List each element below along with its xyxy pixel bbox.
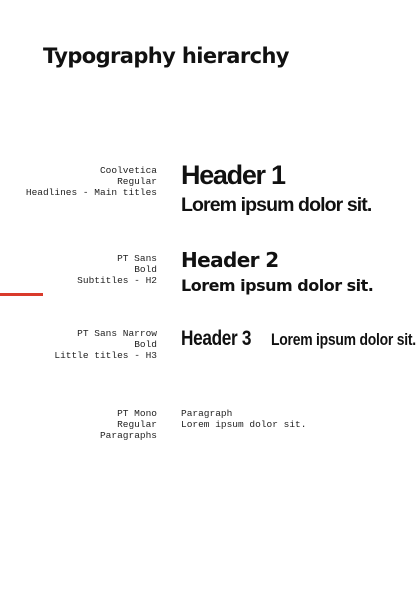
font-name: PT Sans — [117, 253, 157, 264]
sample-text: Lorem ipsum dolor sit. — [181, 419, 307, 430]
type-sample-paragraph: Paragraph Lorem ipsum dolor sit. — [181, 408, 306, 430]
sample-heading: Header 1 — [181, 160, 286, 190]
font-usage: Subtitles - H2 — [77, 275, 157, 286]
font-weight: Bold — [134, 339, 157, 350]
font-weight: Regular — [117, 419, 157, 430]
sample-text: Lorem ipsum dolor sit. — [270, 330, 416, 349]
sample-text: Lorem ipsum dolor sit. — [181, 194, 372, 216]
font-usage: Headlines - Main titles — [25, 187, 157, 198]
accent-rule — [0, 293, 43, 296]
font-weight: Regular — [117, 176, 157, 187]
font-name: Coolvetica — [99, 165, 157, 176]
font-spec-h1: Coolvetica Regular Headlines - Main titl… — [0, 165, 157, 198]
font-spec-h2: PT Sans Bold Subtitles - H2 — [0, 253, 157, 286]
font-name: PT Mono — [117, 408, 157, 419]
sample-heading: Header 3 — [181, 327, 252, 350]
sample-heading: Header 2 — [181, 248, 279, 272]
type-sample-h2: Header 2 Lorem ipsum dolor sit. — [181, 247, 374, 297]
font-spec-paragraph: PT Mono Regular Paragraphs — [0, 408, 157, 441]
font-name: PT Sans Narrow — [77, 328, 157, 339]
font-spec-h3: PT Sans Narrow Bold Little titles - H3 — [0, 328, 157, 361]
font-usage: Little titles - H3 — [54, 350, 157, 361]
sample-text: Lorem ipsum dolor sit. — [181, 276, 374, 295]
type-sample-h1: Header 1 Lorem ipsum dolor sit. — [181, 158, 372, 218]
type-sample-h3: Header 3 Lorem ipsum dolor sit. — [181, 326, 420, 353]
sample-heading: Paragraph — [181, 408, 233, 419]
font-weight: Bold — [134, 264, 157, 275]
font-usage: Paragraphs — [99, 430, 157, 441]
page-title: Typography hierarchy — [43, 44, 289, 68]
